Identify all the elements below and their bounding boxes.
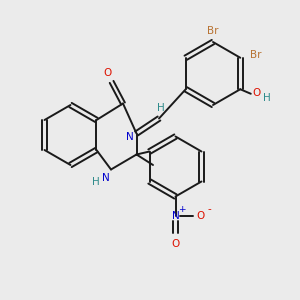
Text: O: O [171, 238, 180, 249]
Text: Br: Br [207, 26, 219, 36]
Text: O: O [103, 68, 111, 79]
Text: N: N [126, 132, 134, 142]
Text: N: N [172, 211, 179, 221]
Text: N: N [102, 173, 110, 183]
Text: O: O [253, 88, 261, 98]
Text: -: - [208, 204, 211, 214]
Text: O: O [196, 211, 205, 221]
Text: Br: Br [250, 50, 261, 60]
Text: +: + [178, 205, 185, 214]
Text: H: H [157, 103, 164, 113]
Text: H: H [92, 177, 99, 187]
Text: H: H [263, 93, 271, 103]
